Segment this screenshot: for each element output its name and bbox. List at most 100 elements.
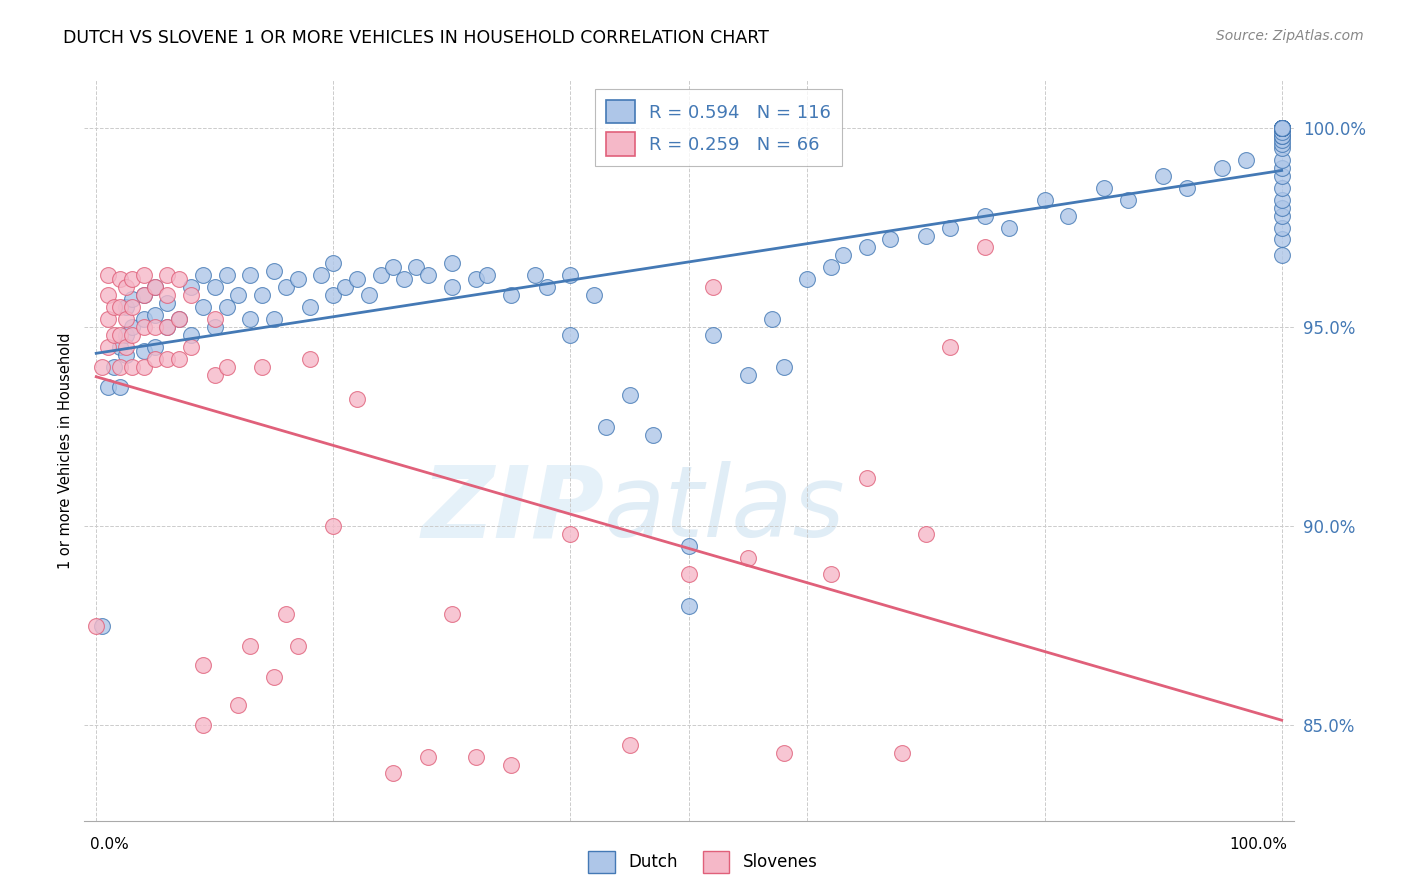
Point: [832, 248, 855, 262]
Point: [477, 268, 499, 283]
Point: [1271, 121, 1294, 136]
Point: [1271, 128, 1294, 143]
Point: [156, 296, 179, 310]
Legend: R = 0.594   N = 116, R = 0.259   N = 66: R = 0.594 N = 116, R = 0.259 N = 66: [595, 89, 842, 167]
Point: [737, 368, 759, 382]
Point: [1271, 128, 1294, 143]
Point: [1271, 209, 1294, 223]
Point: [346, 392, 368, 406]
Point: [121, 272, 143, 286]
Point: [560, 268, 582, 283]
Point: [1271, 161, 1294, 175]
Point: [678, 539, 700, 553]
Point: [820, 260, 842, 275]
Point: [180, 328, 202, 343]
Point: [1271, 121, 1294, 136]
Text: 100.0%: 100.0%: [1230, 837, 1288, 852]
Point: [145, 351, 167, 366]
Text: Source: ZipAtlas.com: Source: ZipAtlas.com: [1216, 29, 1364, 43]
Point: [1271, 121, 1294, 136]
Point: [103, 359, 125, 374]
Point: [115, 280, 138, 294]
Point: [108, 300, 131, 314]
Point: [145, 280, 167, 294]
Point: [1116, 193, 1139, 207]
Point: [1152, 169, 1174, 183]
Point: [1271, 121, 1294, 136]
Point: [855, 471, 877, 485]
Point: [132, 343, 155, 358]
Point: [464, 272, 486, 286]
Point: [855, 240, 877, 254]
Point: [998, 220, 1021, 235]
Point: [132, 359, 155, 374]
Point: [405, 260, 427, 275]
Point: [167, 312, 190, 326]
Point: [1271, 136, 1294, 151]
Point: [1271, 121, 1294, 136]
Point: [250, 359, 273, 374]
Point: [1271, 121, 1294, 136]
Point: [108, 328, 131, 343]
Point: [97, 340, 120, 354]
Point: [145, 320, 167, 334]
Point: [1271, 125, 1294, 139]
Point: [440, 256, 463, 270]
Text: 0.0%: 0.0%: [90, 837, 129, 852]
Point: [915, 527, 938, 541]
Point: [121, 292, 143, 306]
Point: [418, 750, 440, 764]
Point: [1175, 180, 1198, 194]
Point: [619, 388, 641, 402]
Point: [1271, 121, 1294, 136]
Point: [287, 639, 309, 653]
Point: [215, 359, 238, 374]
Point: [357, 288, 380, 302]
Point: [1271, 121, 1294, 136]
Point: [191, 268, 214, 283]
Point: [145, 280, 167, 294]
Point: [1271, 121, 1294, 136]
Point: [180, 280, 202, 294]
Point: [215, 300, 238, 314]
Point: [1271, 232, 1294, 246]
Point: [115, 348, 138, 362]
Point: [311, 268, 333, 283]
Point: [1234, 153, 1257, 167]
Point: [204, 368, 226, 382]
Point: [440, 280, 463, 294]
Point: [167, 312, 190, 326]
Point: [1271, 180, 1294, 194]
Point: [440, 607, 463, 621]
Point: [180, 340, 202, 354]
Point: [132, 268, 155, 283]
Point: [287, 272, 309, 286]
Point: [156, 268, 179, 283]
Point: [915, 228, 938, 243]
Point: [464, 750, 486, 764]
Point: [132, 288, 155, 302]
Point: [1271, 169, 1294, 183]
Point: [938, 220, 960, 235]
Point: [418, 268, 440, 283]
Point: [381, 765, 404, 780]
Point: [156, 320, 179, 334]
Point: [97, 380, 120, 394]
Point: [1271, 121, 1294, 136]
Point: [191, 300, 214, 314]
Point: [1271, 153, 1294, 167]
Point: [204, 320, 226, 334]
Point: [132, 320, 155, 334]
Point: [263, 312, 285, 326]
Point: [772, 359, 794, 374]
Point: [1271, 121, 1294, 136]
Point: [1211, 161, 1233, 175]
Point: [583, 288, 606, 302]
Point: [84, 618, 107, 632]
Point: [115, 300, 138, 314]
Point: [560, 328, 582, 343]
Point: [91, 618, 114, 632]
Point: [560, 527, 582, 541]
Point: [298, 351, 321, 366]
Point: [643, 427, 665, 442]
